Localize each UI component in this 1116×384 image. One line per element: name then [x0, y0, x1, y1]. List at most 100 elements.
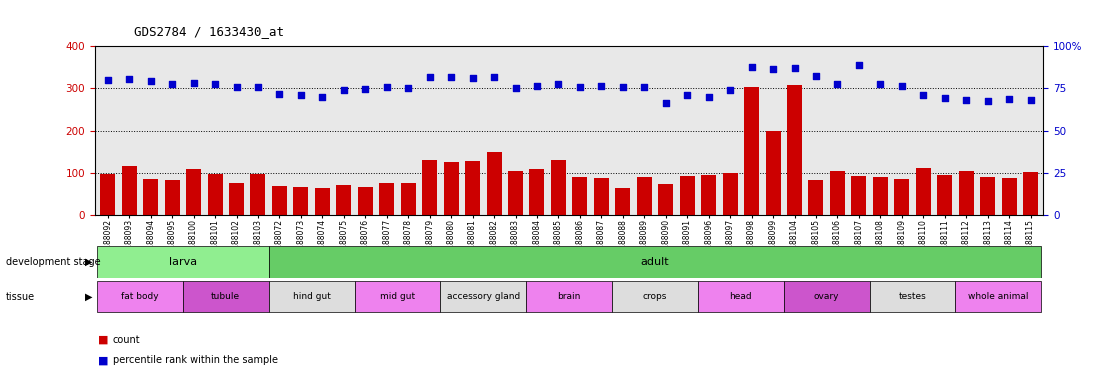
- Bar: [401, 182, 416, 215]
- Point: [1021, 97, 1039, 103]
- Text: count: count: [113, 335, 141, 345]
- Point: [700, 94, 718, 100]
- Text: ovary: ovary: [814, 292, 839, 301]
- Text: ■: ■: [98, 355, 108, 365]
- Bar: [527, 281, 612, 312]
- Bar: [723, 173, 738, 215]
- Bar: [698, 281, 783, 312]
- Text: development stage: development stage: [6, 257, 100, 267]
- Bar: [444, 162, 459, 215]
- Point: [163, 81, 181, 87]
- Point: [679, 91, 696, 98]
- Text: tissue: tissue: [6, 291, 35, 302]
- Point: [184, 80, 202, 86]
- Bar: [955, 281, 1041, 312]
- Bar: [183, 281, 269, 312]
- Text: tubule: tubule: [211, 292, 240, 301]
- Point: [400, 85, 417, 91]
- Text: larva: larva: [169, 257, 196, 267]
- Bar: [186, 169, 201, 215]
- Point: [463, 75, 481, 81]
- Point: [270, 91, 288, 97]
- Bar: [959, 170, 973, 215]
- Bar: [852, 176, 866, 215]
- Bar: [869, 281, 955, 312]
- Bar: [766, 131, 780, 215]
- Bar: [551, 160, 566, 215]
- Text: testes: testes: [898, 292, 926, 301]
- Text: mid gut: mid gut: [379, 292, 415, 301]
- Bar: [783, 281, 869, 312]
- Text: ■: ■: [98, 335, 108, 345]
- Bar: [787, 85, 802, 215]
- Point: [958, 97, 975, 103]
- Bar: [250, 174, 266, 215]
- Point: [614, 84, 632, 91]
- Text: ▶: ▶: [85, 257, 93, 267]
- Text: hind gut: hind gut: [292, 292, 330, 301]
- Bar: [143, 179, 158, 215]
- Point: [249, 84, 267, 91]
- Bar: [208, 174, 222, 215]
- Point: [571, 84, 589, 91]
- Point: [142, 78, 160, 84]
- Bar: [165, 180, 180, 215]
- Point: [936, 95, 954, 101]
- Point: [378, 84, 396, 90]
- Bar: [937, 175, 952, 215]
- Point: [528, 83, 546, 89]
- Point: [872, 81, 889, 87]
- Point: [807, 73, 825, 79]
- Bar: [744, 88, 759, 215]
- Point: [593, 83, 610, 89]
- Text: percentile rank within the sample: percentile rank within the sample: [113, 355, 278, 365]
- Bar: [830, 170, 845, 215]
- Bar: [294, 187, 308, 215]
- Text: fat body: fat body: [122, 292, 158, 301]
- Text: whole animal: whole animal: [969, 292, 1029, 301]
- Bar: [336, 185, 352, 215]
- Bar: [1023, 172, 1038, 215]
- Bar: [465, 161, 480, 215]
- Point: [292, 91, 310, 98]
- Bar: [272, 186, 287, 215]
- Point: [979, 98, 997, 104]
- Point: [507, 85, 525, 91]
- Point: [786, 65, 804, 71]
- Bar: [637, 177, 652, 215]
- Point: [206, 81, 224, 87]
- Point: [721, 87, 739, 93]
- Point: [828, 81, 846, 87]
- Point: [893, 83, 911, 89]
- Bar: [894, 179, 910, 215]
- Bar: [97, 247, 269, 278]
- Bar: [980, 177, 995, 215]
- Point: [850, 62, 868, 68]
- Point: [314, 94, 331, 100]
- Bar: [916, 168, 931, 215]
- Bar: [658, 184, 673, 215]
- Bar: [97, 281, 183, 312]
- Point: [764, 66, 782, 73]
- Bar: [355, 281, 441, 312]
- Text: brain: brain: [558, 292, 580, 301]
- Point: [421, 74, 439, 80]
- Point: [657, 100, 675, 106]
- Point: [549, 81, 567, 87]
- Bar: [122, 166, 137, 215]
- Bar: [379, 184, 394, 215]
- Point: [635, 84, 653, 91]
- Point: [914, 91, 932, 98]
- Point: [99, 77, 117, 83]
- Bar: [529, 169, 545, 215]
- Bar: [701, 175, 716, 215]
- Bar: [615, 188, 631, 215]
- Point: [356, 86, 374, 92]
- Bar: [612, 281, 698, 312]
- Point: [121, 76, 138, 82]
- Bar: [229, 182, 244, 215]
- Bar: [358, 187, 373, 215]
- Bar: [487, 152, 501, 215]
- Point: [228, 84, 246, 90]
- Bar: [100, 174, 115, 215]
